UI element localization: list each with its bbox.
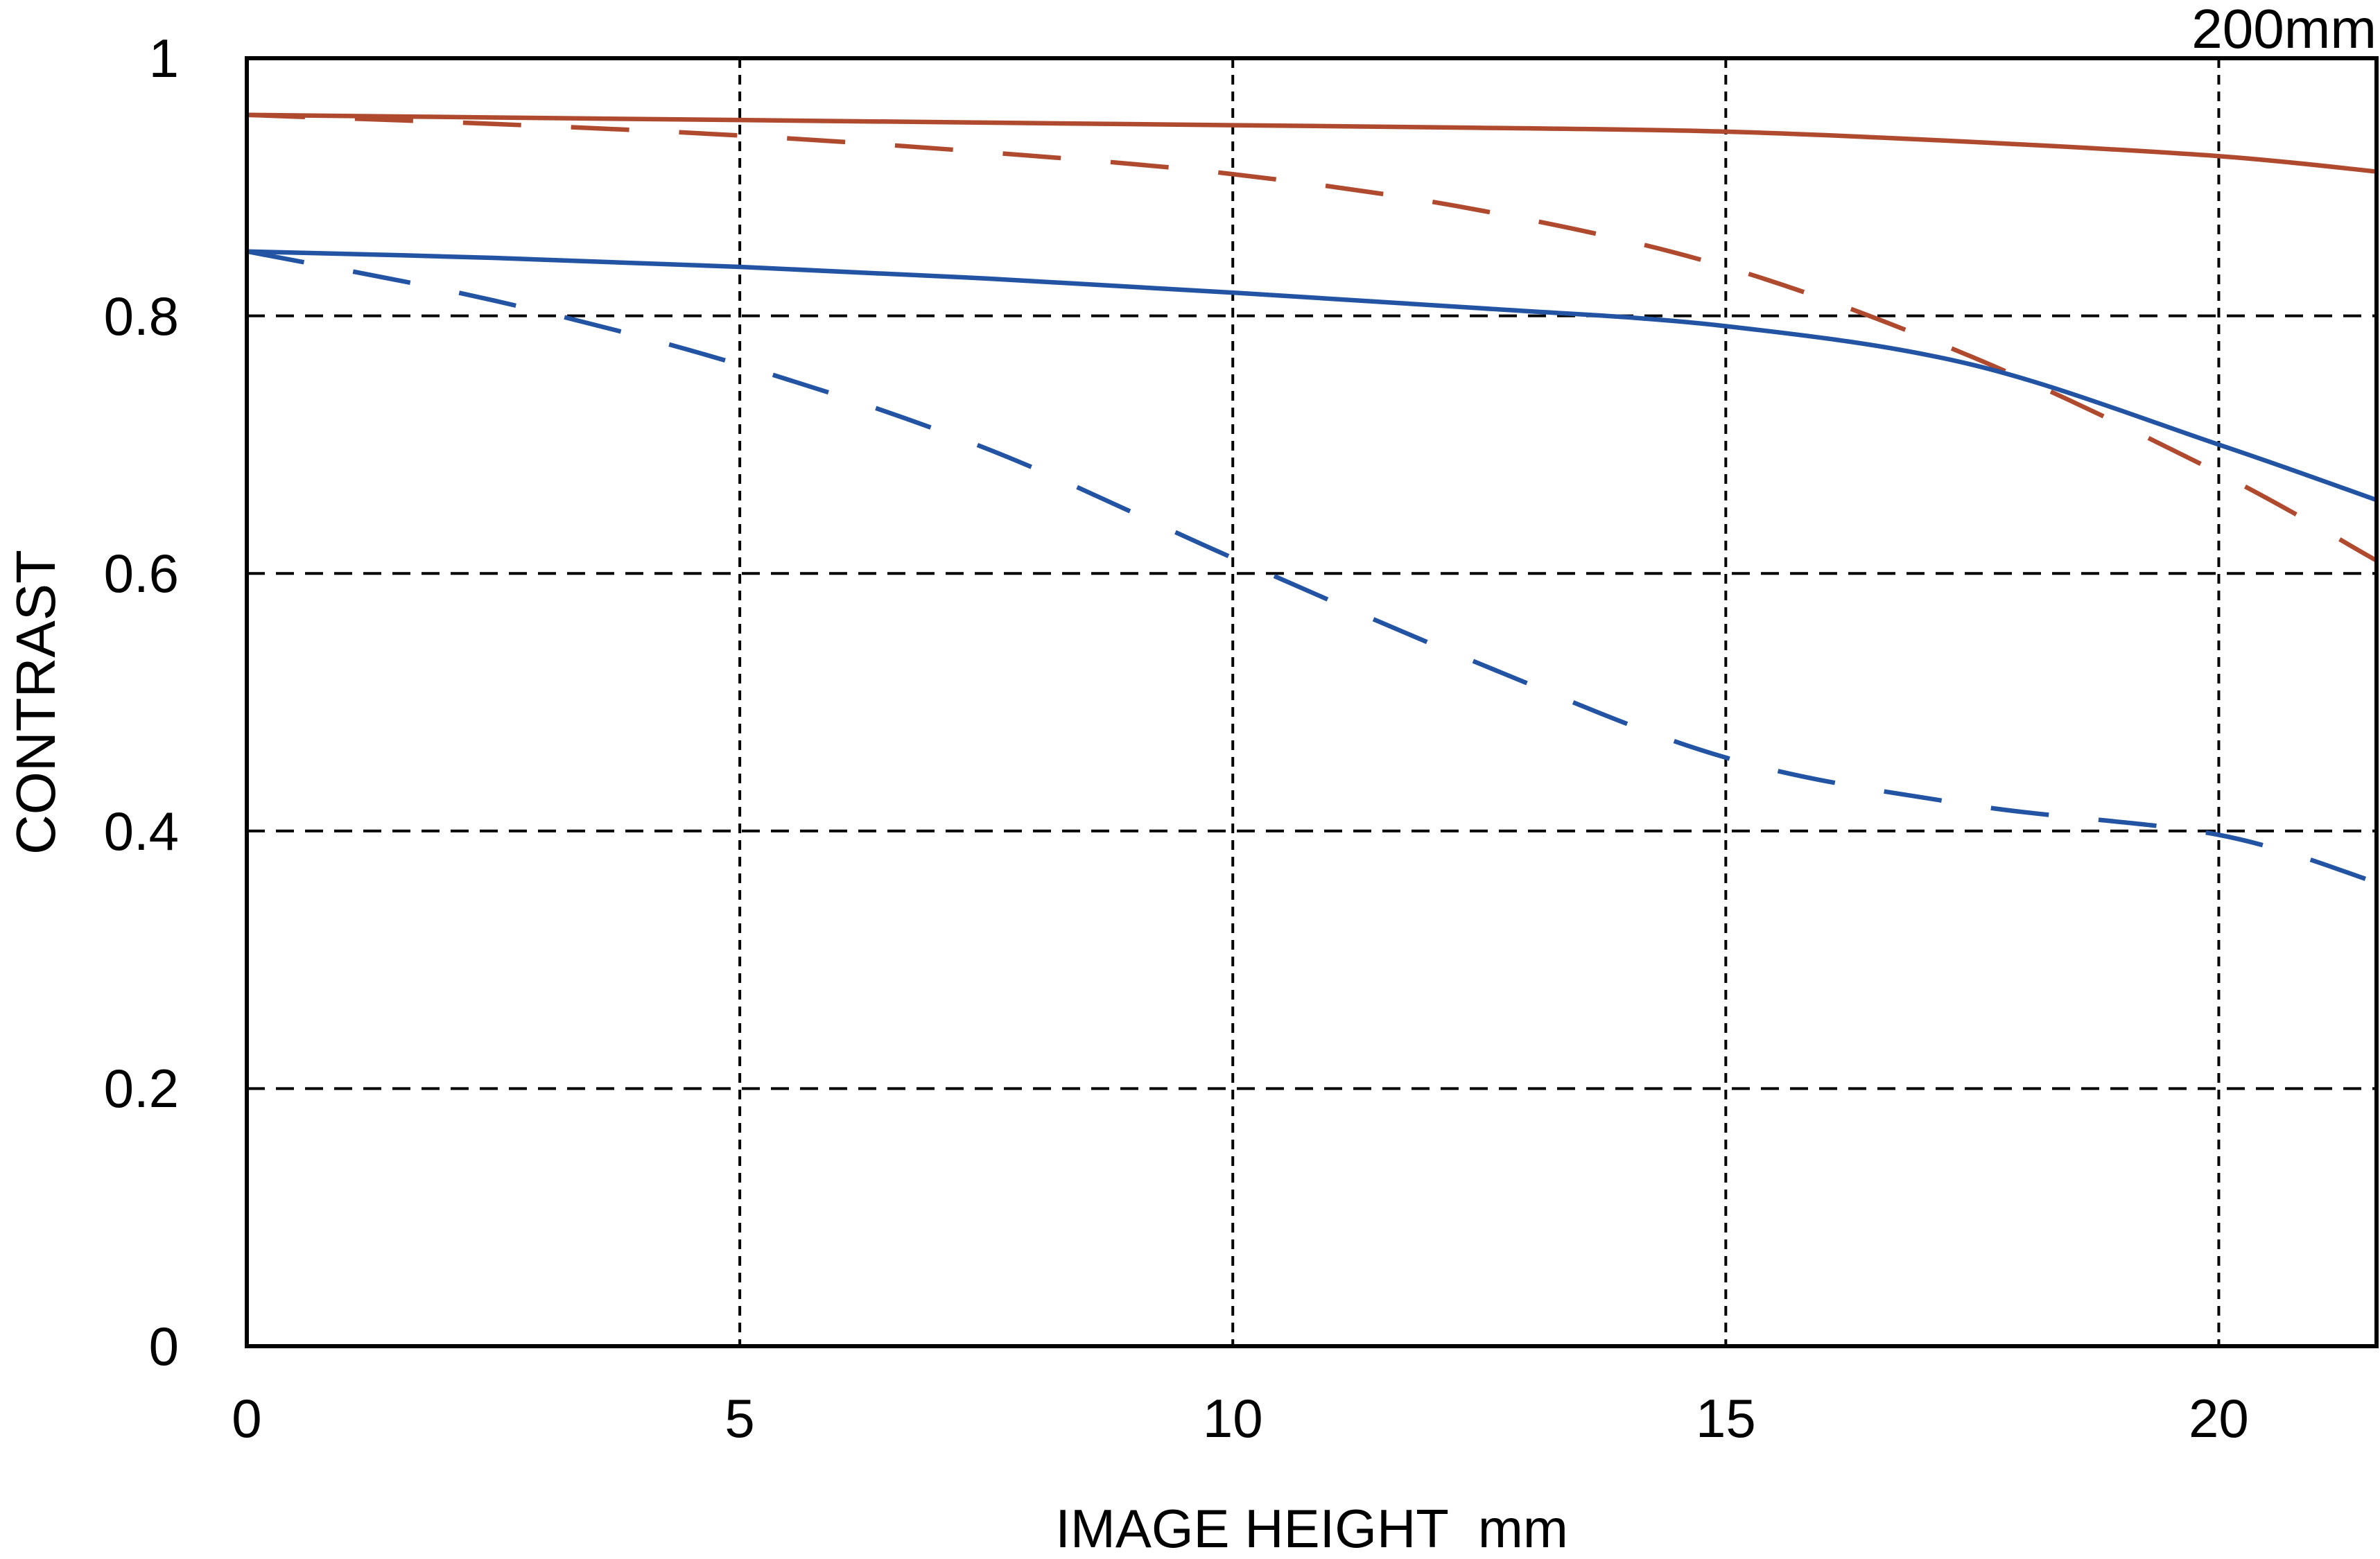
y-tick-label-0.2: 0.2 — [103, 1058, 179, 1120]
focal-length-label: 200mm — [2191, 0, 2377, 60]
x-tick-label-20: 20 — [2189, 1388, 2249, 1449]
y-tick-label-0.8: 0.8 — [103, 285, 179, 347]
curve-blue-dashed — [246, 249, 2377, 885]
curves — [246, 112, 2378, 885]
curve-blue-solid — [246, 249, 2378, 503]
curve-red-dashed — [246, 112, 2378, 563]
y-tick-label-1: 1 — [148, 28, 179, 89]
curve-red-solid — [246, 112, 2377, 174]
y-tick-label-0.4: 0.4 — [103, 800, 179, 862]
x-tick-label-0: 0 — [232, 1388, 262, 1449]
y-axis-title: CONTRAST — [5, 550, 67, 855]
gridlines — [247, 58, 2377, 1346]
y-tick-label-0: 0 — [148, 1316, 179, 1377]
x-tick-label-10: 10 — [1202, 1388, 1263, 1449]
plot-border — [245, 56, 2379, 1348]
y-tick-label-0.6: 0.6 — [103, 543, 179, 604]
x-tick-label-15: 15 — [1695, 1388, 1756, 1449]
x-axis-title: IMAGE HEIGHT mm — [1055, 1498, 1568, 1559]
x-tick-label-5: 5 — [724, 1388, 755, 1449]
